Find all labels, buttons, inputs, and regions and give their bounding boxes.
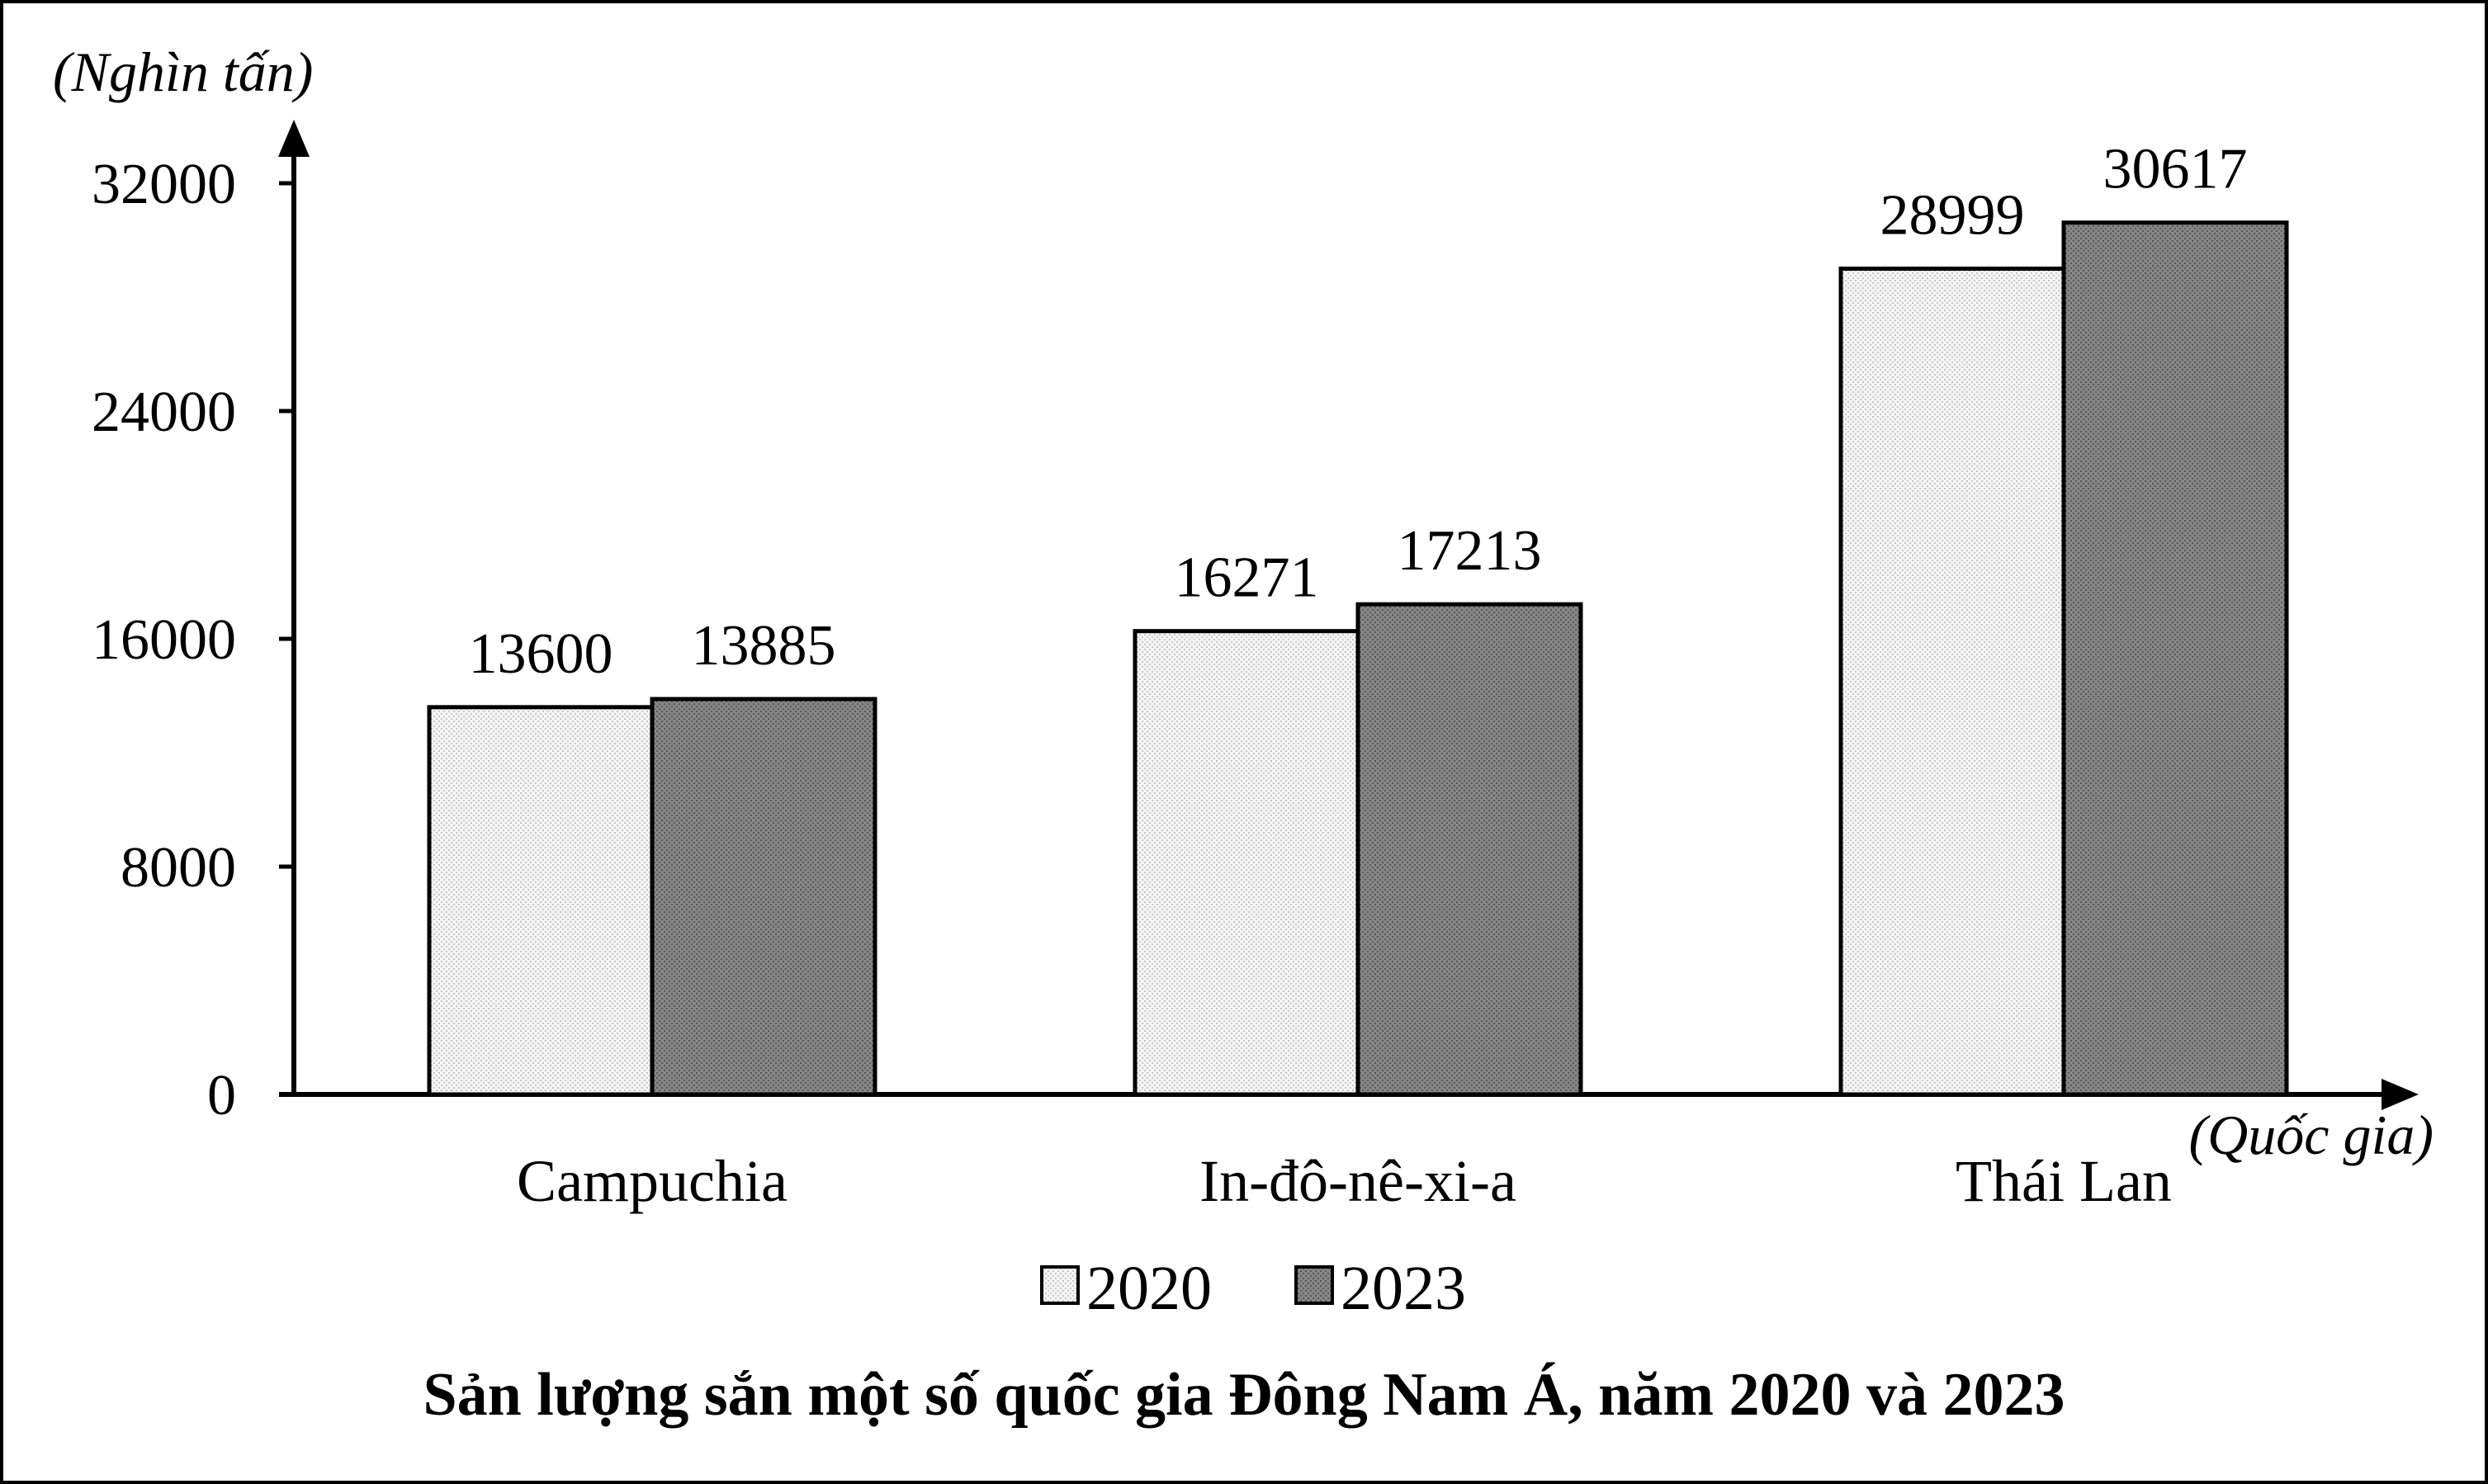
legend-label: 2020 [1086,1254,1212,1323]
x-category-label: In-đô-nê-xi-a [1199,1148,1516,1214]
value-labels-group: 13600 13885 16271 17213 28999 30617 [469,138,2248,686]
y-axis-arrow [278,120,310,157]
x-axis-category-labels: Campuchia In-đô-nê-xi-a Thái Lan [517,1148,2172,1214]
data-label: 28999 [1880,184,2025,248]
y-axis-unit-label: (Nghìn tấn) [53,40,313,103]
chart-title: Sản lượng sắn một số quốc gia Đông Nam Á… [423,1361,2065,1429]
x-category-label: Thái Lan [1956,1148,2172,1214]
x-axis-unit-label: (Quốc gia) [2189,1104,2434,1166]
data-label: 13600 [469,622,613,686]
bar-2023-3 [2061,220,2289,1097]
bar-2020-2 [1133,629,1360,1097]
bar-2020-1 [427,705,655,1097]
x-axis-arrow [2382,1079,2419,1110]
y-tick-label: 16000 [92,608,236,672]
bar-2023-2 [1355,602,1583,1097]
data-label: 16271 [1175,546,1319,610]
y-tick-label: 24000 [92,380,236,444]
legend-label: 2023 [1341,1254,1466,1323]
legend-swatch-2023 [1294,1265,1334,1305]
data-label: 30617 [2103,138,2248,201]
legend: 2020 2023 [1040,1254,1466,1323]
y-tick-label: 32000 [92,153,236,216]
data-label: 17213 [1398,519,1542,583]
bar-2023-1 [650,697,877,1097]
y-tick-label: 0 [207,1064,236,1127]
y-tick-label: 8000 [121,836,236,900]
legend-swatch-2020 [1040,1265,1080,1305]
bars-group [427,220,2289,1097]
data-label: 13885 [692,614,836,678]
y-axis-ticks: 0 8000 16000 24000 32000 [92,153,294,1127]
x-category-label: Campuchia [517,1148,788,1214]
bar-2020-3 [1838,267,2066,1097]
